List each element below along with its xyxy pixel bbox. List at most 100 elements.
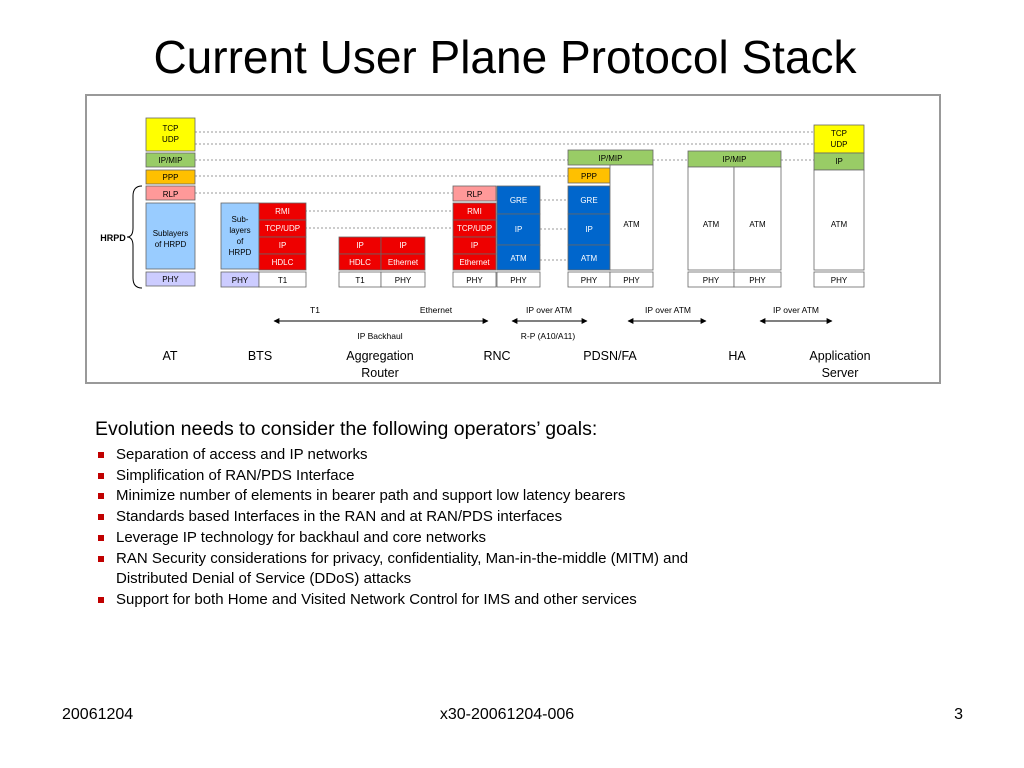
rnc-gre-label: GRE bbox=[510, 196, 527, 205]
bts-phy-label: PHY bbox=[232, 276, 249, 285]
agg-t1-label: T1 bbox=[355, 276, 365, 285]
protocol-stack-diagram bbox=[85, 94, 941, 384]
node-at-label: AT bbox=[162, 349, 177, 363]
bts-sub-label-4: HRPD bbox=[229, 248, 252, 257]
node-agg-label-2: Router bbox=[361, 366, 399, 380]
ha-atm-right-label: ATM bbox=[749, 220, 766, 229]
pdsn-atm-left-label: ATM bbox=[581, 254, 598, 263]
ha-stack: IP/MIP ATM ATM PHY PHY bbox=[687, 150, 782, 288]
agg-hdlc-label: HDLC bbox=[349, 258, 371, 267]
pdsn-ppp-label: PPP bbox=[581, 172, 597, 181]
node-rnc-label: RNC bbox=[483, 349, 510, 363]
pdsn-phy-right-label: PHY bbox=[623, 276, 640, 285]
goal-text: Simplification of RAN/PDS Interface bbox=[116, 466, 355, 484]
app-udp-label: UDP bbox=[831, 140, 848, 149]
goal-text: Support for both Home and Visited Networ… bbox=[116, 590, 637, 608]
goals-heading: Evolution needs to consider the followin… bbox=[95, 418, 598, 440]
rnc-rlp-label: RLP bbox=[467, 190, 483, 199]
bullet-square-icon bbox=[98, 493, 104, 500]
bullet-square-icon bbox=[98, 472, 104, 479]
link-ethernet-label: Ethernet bbox=[420, 305, 453, 315]
goal-text: Minimize number of elements in bearer pa… bbox=[116, 487, 626, 505]
bts-stack: Sub- layers of HRPD PHY RMI TCP/UDP IP H… bbox=[220, 202, 307, 288]
link-rp-interface-label: R-P (A10/A11) bbox=[521, 331, 576, 341]
pdsn-gre-label: GRE bbox=[580, 196, 597, 205]
at-udp-label: UDP bbox=[162, 135, 179, 144]
link-ip-over-atm-2-label: IP over ATM bbox=[645, 305, 691, 315]
bullet-square-icon bbox=[98, 534, 104, 541]
goals-list: Separation of access and IP networks Sim… bbox=[95, 445, 955, 611]
link-t1-label: T1 bbox=[310, 305, 320, 315]
goal-text: RAN Security considerations for privacy,… bbox=[116, 549, 689, 588]
agg-ip-left-label: IP bbox=[356, 241, 364, 250]
application-server-stack: TCP UDP IP ATM PHY bbox=[813, 124, 865, 288]
node-agg-label-1: Aggregation bbox=[346, 349, 413, 363]
bts-tcpudp-label: TCP/UDP bbox=[265, 224, 300, 233]
footer-document-id: x30-20061204-006 bbox=[439, 706, 575, 723]
goal-text: Separation of access and IP networks bbox=[116, 446, 368, 463]
rnc-atm-label: ATM bbox=[510, 254, 527, 263]
bts-ip-label: IP bbox=[279, 241, 287, 250]
app-tcp-label: TCP bbox=[831, 129, 847, 138]
agg-ip-right-label: IP bbox=[399, 241, 407, 250]
rnc-rmi-label: RMI bbox=[467, 207, 482, 216]
node-app-label-2: Server bbox=[822, 366, 859, 380]
node-ha-label: HA bbox=[728, 349, 746, 363]
bts-sub-label-2: layers bbox=[229, 226, 250, 235]
agg-phy-label: PHY bbox=[395, 276, 412, 285]
pdsn-phy-left-label: PHY bbox=[581, 276, 598, 285]
rnc-stack: RLP RMI TCP/UDP IP Ethernet PHY GRE IP A… bbox=[452, 185, 541, 288]
hrpd-label: HRPD bbox=[100, 233, 126, 243]
peer-layer-lines bbox=[195, 131, 814, 261]
footer-date: 20061204 bbox=[62, 706, 134, 723]
at-ipmip-label: IP/MIP bbox=[158, 156, 182, 165]
pdsn-ip-label: IP bbox=[585, 225, 593, 234]
app-phy-label: PHY bbox=[831, 276, 848, 285]
link-labels: T1 Ethernet IP Backhaul IP over ATM R-P … bbox=[310, 305, 819, 341]
at-sublayers-label-1: Sublayers bbox=[153, 229, 189, 238]
bullet-square-icon bbox=[98, 596, 104, 603]
link-ip-over-atm-1-label: IP over ATM bbox=[526, 305, 572, 315]
agg-ethernet-label: Ethernet bbox=[388, 258, 419, 267]
bullet-square-icon bbox=[98, 514, 104, 521]
bts-t1-label: T1 bbox=[278, 276, 288, 285]
at-phy-label: PHY bbox=[162, 275, 179, 284]
node-labels: AT BTS Aggregation Router RNC PDSN/FA HA… bbox=[162, 349, 870, 380]
pdsn-atm-right-label: ATM bbox=[623, 220, 640, 229]
pdsn-ipmip-label: IP/MIP bbox=[598, 154, 622, 163]
rnc-phy-left-label: PHY bbox=[466, 276, 483, 285]
node-pdsn-label: PDSN/FA bbox=[583, 349, 637, 363]
goal-item: Support for both Home and Visited Networ… bbox=[95, 590, 955, 611]
ha-atm-left-label: ATM bbox=[703, 220, 720, 229]
rnc-phy-right-label: PHY bbox=[510, 276, 527, 285]
app-ip-label: IP bbox=[835, 157, 843, 166]
goal-text: Standards based Interfaces in the RAN an… bbox=[116, 508, 563, 526]
goal-item: Simplification of RAN/PDS Interface bbox=[95, 466, 955, 487]
protocol-stack-svg: HRPD TCP UDP IP/MIP PPP RLP Sublayers of… bbox=[100, 117, 871, 380]
bts-sub-label-1: Sub- bbox=[232, 215, 249, 224]
rnc-ip-right-label: IP bbox=[515, 225, 523, 234]
bts-sub-label-3: of bbox=[237, 237, 244, 246]
at-tcp-label: TCP bbox=[163, 124, 179, 133]
ha-ipmip-label: IP/MIP bbox=[722, 155, 746, 164]
at-sublayers-label-2: of HRPD bbox=[155, 240, 187, 249]
app-atm-label: ATM bbox=[831, 220, 848, 229]
goals-section: Evolution needs to consider the followin… bbox=[95, 418, 955, 611]
link-ip-over-atm-3-label: IP over ATM bbox=[773, 305, 819, 315]
goal-item: Standards based Interfaces in the RAN an… bbox=[95, 507, 955, 528]
goal-item: Minimize number of elements in bearer pa… bbox=[95, 486, 955, 507]
ha-phy-right-label: PHY bbox=[749, 276, 766, 285]
ha-phy-left-label: PHY bbox=[703, 276, 720, 285]
goal-text: Leverage IP technology for backhaul and … bbox=[116, 528, 486, 546]
at-ppp-label: PPP bbox=[162, 173, 178, 182]
goal-item: Separation of access and IP networks bbox=[95, 445, 955, 466]
rnc-ip-label: IP bbox=[471, 241, 479, 250]
aggregation-router-stack: IP IP HDLC Ethernet T1 PHY bbox=[338, 236, 426, 288]
rnc-tcpudp-label: TCP/UDP bbox=[457, 224, 492, 233]
slide-title: Current User Plane Protocol Stack bbox=[153, 31, 857, 83]
at-stack: TCP UDP IP/MIP PPP RLP Sublayers of HRPD… bbox=[145, 117, 196, 287]
goal-item: RAN Security considerations for privacy,… bbox=[95, 549, 691, 590]
at-rlp-label: RLP bbox=[163, 190, 179, 199]
hrpd-brace bbox=[126, 185, 143, 289]
pdsn-stack: IP/MIP PPP GRE IP ATM ATM PHY PHY bbox=[567, 149, 654, 288]
